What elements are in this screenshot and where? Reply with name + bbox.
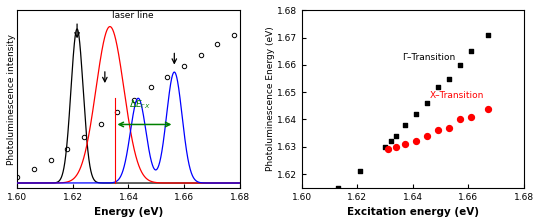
Point bbox=[381, 145, 390, 149]
Text: $\Delta E_{\Gamma X}$: $\Delta E_{\Gamma X}$ bbox=[129, 98, 150, 111]
Point bbox=[467, 115, 476, 118]
Point bbox=[433, 85, 442, 88]
Y-axis label: Photoluminescence intensity: Photoluminescence intensity bbox=[7, 34, 16, 165]
Point bbox=[423, 134, 431, 138]
Point bbox=[333, 186, 342, 190]
Point bbox=[400, 123, 409, 127]
Point bbox=[445, 126, 453, 129]
Point bbox=[456, 118, 464, 121]
Point bbox=[392, 134, 400, 138]
Point bbox=[433, 129, 442, 132]
Point bbox=[411, 112, 420, 116]
Point bbox=[423, 101, 431, 105]
Point bbox=[484, 33, 492, 37]
Point bbox=[400, 142, 409, 146]
Point bbox=[392, 145, 400, 149]
Y-axis label: Photoluminescence Energy (eV): Photoluminescence Energy (eV) bbox=[266, 27, 275, 171]
Point bbox=[411, 140, 420, 143]
Point bbox=[467, 50, 476, 53]
Text: X–Transition: X–Transition bbox=[430, 91, 484, 100]
Text: Γ–Transition: Γ–Transition bbox=[402, 52, 455, 62]
Point bbox=[386, 140, 395, 143]
Point bbox=[445, 77, 453, 80]
Text: laser line: laser line bbox=[112, 11, 154, 20]
X-axis label: Energy (eV): Energy (eV) bbox=[94, 207, 163, 217]
Point bbox=[356, 170, 365, 173]
Point bbox=[484, 107, 492, 110]
Point bbox=[456, 63, 464, 67]
Point bbox=[384, 148, 392, 151]
X-axis label: Excitation energy (eV): Excitation energy (eV) bbox=[347, 207, 479, 217]
